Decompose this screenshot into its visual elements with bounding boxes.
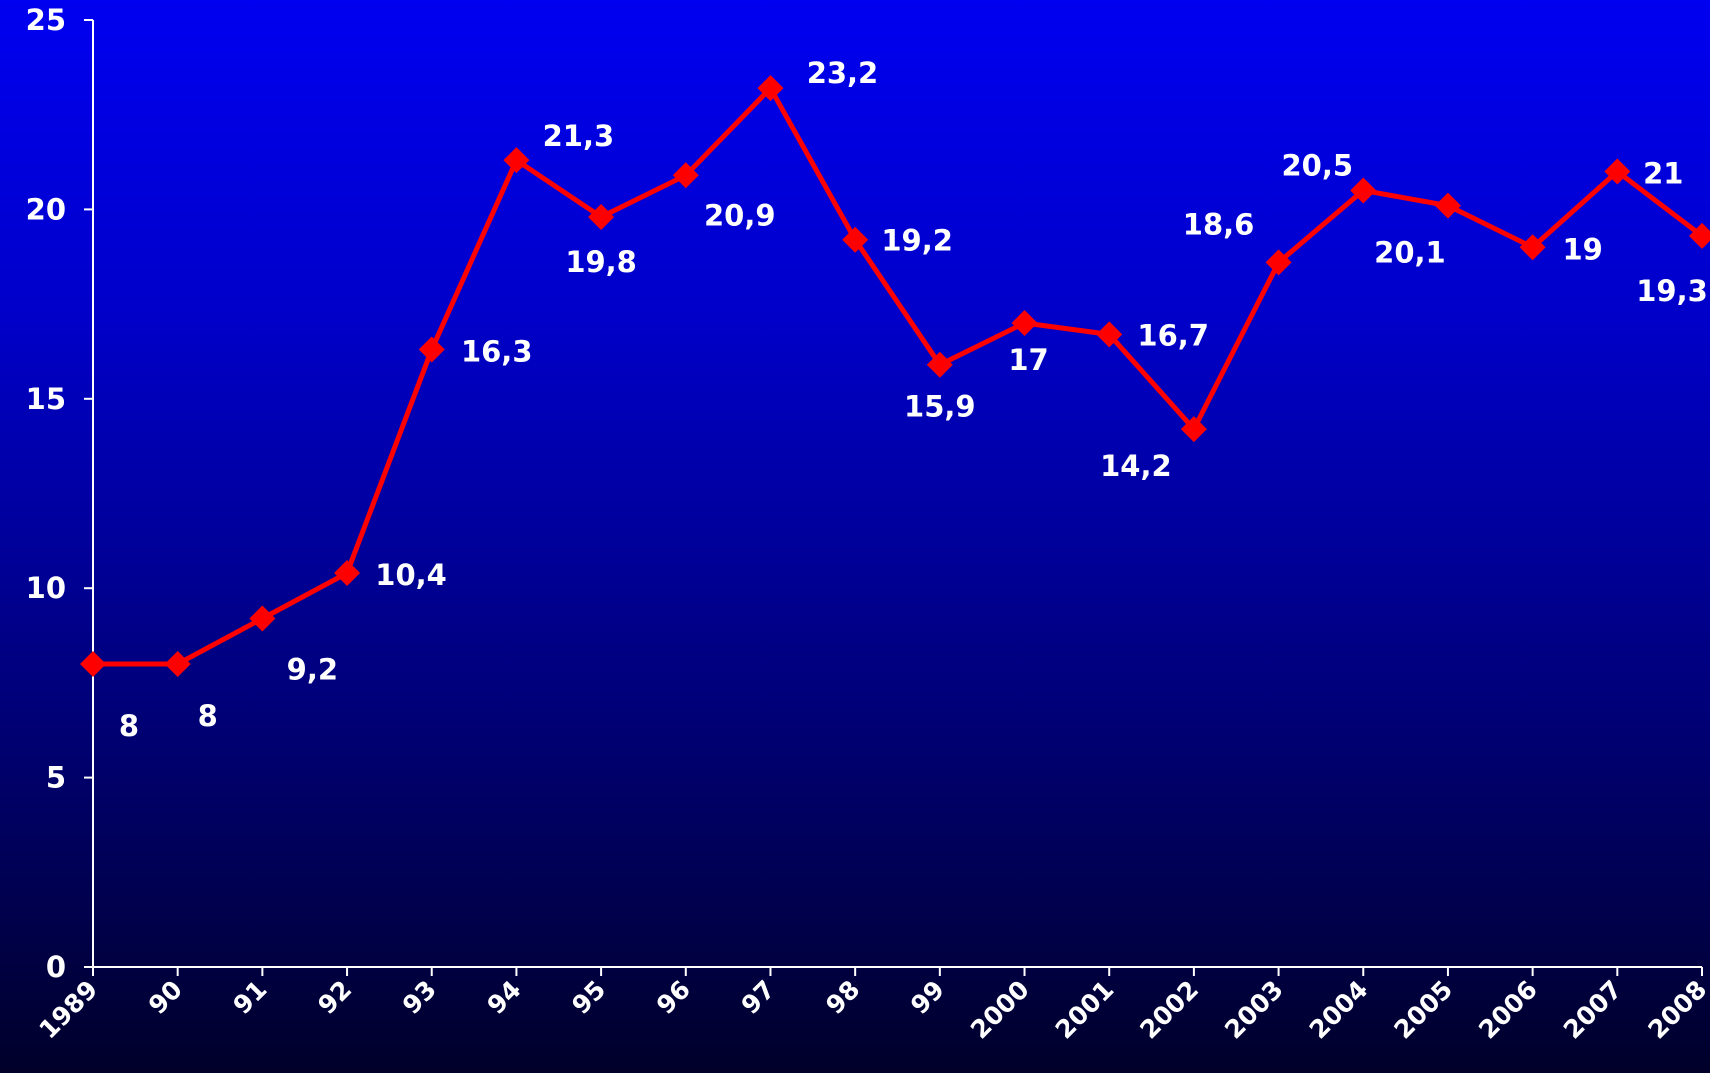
data-point-marker — [672, 162, 699, 189]
x-tick-label: 95 — [566, 975, 611, 1020]
x-tick-label: 1989 — [34, 975, 104, 1045]
x-tick-label: 92 — [312, 975, 357, 1020]
data-label: 21 — [1643, 157, 1683, 191]
data-point-marker — [1519, 234, 1546, 261]
x-tick-label: 2002 — [1134, 975, 1204, 1045]
x-tick-label: 2005 — [1388, 975, 1458, 1045]
y-tick-label: 5 — [46, 761, 66, 795]
data-point-marker — [588, 203, 615, 230]
x-tick-label: 2000 — [965, 975, 1035, 1045]
x-tick-label: 91 — [227, 975, 272, 1020]
data-point-marker — [503, 147, 530, 174]
data-label: 21,3 — [543, 119, 615, 153]
data-point-marker — [1011, 310, 1038, 337]
data-label: 8 — [119, 709, 139, 743]
chart-axes — [92, 20, 1702, 968]
data-point-marker — [1604, 158, 1631, 185]
x-tick-label: 99 — [905, 975, 950, 1020]
y-tick-label: 0 — [46, 950, 66, 984]
data-label: 9,2 — [287, 653, 338, 687]
x-tick-label: 2003 — [1219, 975, 1289, 1045]
data-point-marker — [1265, 249, 1292, 276]
data-point-marker — [249, 605, 276, 632]
x-tick-label: 2008 — [1643, 975, 1710, 1045]
data-label: 15,9 — [904, 390, 976, 424]
x-tick-label: 2006 — [1473, 975, 1543, 1045]
series-line — [93, 85, 1704, 667]
data-point-marker — [1689, 222, 1710, 249]
data-labels: 8 8 9,2 10,4 16,3 21,3 19,8 20,9 23,2 19,2 15,9 17 1… — [119, 56, 1708, 743]
data-label: 16,3 — [461, 335, 533, 369]
data-label: 19,2 — [881, 224, 953, 258]
data-point-marker — [1434, 192, 1461, 219]
x-tick-label: 2001 — [1050, 975, 1120, 1045]
data-point-marker — [334, 560, 361, 587]
x-tick-label: 2007 — [1558, 975, 1628, 1045]
data-label: 18,6 — [1183, 207, 1255, 241]
x-tick-label: 96 — [651, 975, 696, 1020]
data-point-marker — [80, 650, 106, 677]
data-point-marker — [418, 336, 445, 363]
x-tick-label: 90 — [143, 975, 188, 1020]
data-point-marker — [1180, 416, 1207, 443]
x-tick-label: 94 — [482, 975, 527, 1020]
data-label: 20,5 — [1281, 148, 1353, 182]
series-line-group — [93, 85, 1704, 667]
data-label: 16,7 — [1137, 318, 1209, 352]
data-point-marker — [164, 650, 191, 677]
x-tick-label: 98 — [820, 975, 865, 1020]
y-tick-label: 20 — [26, 192, 66, 226]
data-label: 19 — [1562, 232, 1602, 266]
x-tick-label: 93 — [397, 975, 442, 1020]
data-label: 14,2 — [1100, 449, 1172, 483]
y-tick-label: 10 — [26, 571, 66, 605]
data-label: 19,8 — [565, 245, 637, 279]
data-label: 10,4 — [375, 558, 447, 592]
data-label: 20,9 — [704, 198, 776, 232]
data-point-marker — [757, 75, 784, 102]
x-axis-ticks: 1989 90 91 92 93 94 95 96 97 98 99 2000 2001 2002 2003… — [34, 967, 1710, 1044]
data-point-marker — [926, 351, 953, 378]
data-label: 19,3 — [1636, 274, 1708, 308]
data-points — [80, 75, 1710, 677]
y-axis-ticks: 0 5 10 15 20 25 — [26, 3, 93, 984]
data-label: 23,2 — [807, 56, 879, 90]
data-point-marker — [1096, 321, 1123, 348]
y-tick-label: 25 — [26, 3, 66, 37]
data-label: 17 — [1008, 343, 1048, 377]
data-label: 8 — [198, 699, 218, 733]
y-tick-label: 15 — [26, 382, 66, 416]
x-tick-label: 97 — [736, 975, 781, 1020]
data-point-marker — [842, 226, 869, 253]
data-label: 20,1 — [1374, 236, 1446, 270]
data-point-marker — [1350, 177, 1377, 204]
x-tick-label: 2004 — [1304, 975, 1374, 1045]
